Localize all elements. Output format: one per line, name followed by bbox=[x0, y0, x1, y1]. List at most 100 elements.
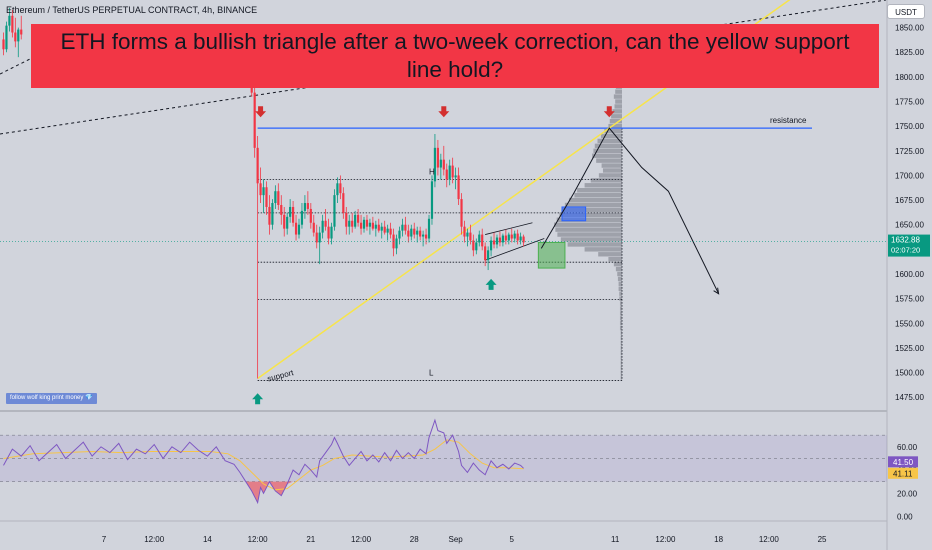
volume-profile-bar bbox=[612, 109, 622, 114]
candle-body bbox=[306, 203, 309, 209]
volume-profile-bar bbox=[609, 119, 622, 124]
candle-body bbox=[300, 210, 304, 225]
volume-profile-bar bbox=[564, 202, 622, 208]
candle-body bbox=[489, 240, 493, 251]
price-tick-label: 1800.00 bbox=[895, 73, 924, 82]
price-tick-label: 1575.00 bbox=[895, 295, 924, 304]
volume-profile-bar bbox=[593, 148, 622, 153]
rsi-ma-tag bbox=[888, 467, 918, 479]
candle-body bbox=[297, 224, 301, 235]
signature-badge: follow wolf king print money 💎 bbox=[6, 393, 97, 404]
candle-body bbox=[416, 230, 419, 235]
candle-body bbox=[419, 230, 422, 237]
price-tick-label: 1500.00 bbox=[895, 369, 924, 378]
candle-body bbox=[5, 25, 8, 50]
volume-profile-bar bbox=[620, 335, 622, 341]
candle-body bbox=[342, 193, 345, 213]
down-arrow-marker bbox=[438, 106, 450, 118]
candle-body bbox=[17, 29, 20, 42]
volume-profile-bar bbox=[562, 207, 622, 213]
bar-countdown: 02:07:20 bbox=[891, 246, 920, 255]
candle-body bbox=[362, 219, 366, 229]
volume-profile-bar bbox=[615, 89, 622, 94]
price-tick-label: 1700.00 bbox=[895, 171, 924, 180]
candle-body bbox=[407, 230, 410, 237]
candle-body bbox=[454, 175, 457, 178]
volume-profile-bar bbox=[567, 242, 622, 247]
candle-body bbox=[303, 203, 307, 211]
candle-body bbox=[368, 222, 372, 227]
rsi-tick-label: 60.00 bbox=[897, 443, 918, 452]
candle-body bbox=[519, 236, 522, 241]
candle-body bbox=[430, 181, 434, 219]
price-tick-label: 1550.00 bbox=[895, 319, 924, 328]
volume-profile-bar bbox=[620, 365, 622, 370]
candle-body bbox=[442, 159, 445, 170]
candle-body bbox=[522, 236, 525, 243]
price-tick-label: 1475.00 bbox=[895, 393, 924, 402]
candle-body bbox=[359, 222, 363, 229]
currency-button[interactable]: USDT bbox=[887, 4, 925, 19]
candle-body bbox=[268, 206, 271, 225]
rsi-oversold-fill bbox=[233, 481, 299, 503]
time-tick-label: 5 bbox=[510, 535, 515, 544]
prior-trendline bbox=[0, 0, 887, 135]
candle-body bbox=[262, 187, 265, 196]
rsi-tick-label: 20.00 bbox=[897, 489, 918, 498]
triangle-lower-line bbox=[485, 238, 545, 261]
candle-body bbox=[291, 206, 295, 223]
candle-body bbox=[253, 92, 256, 148]
candle-body bbox=[510, 234, 513, 239]
volume-profile-bar bbox=[592, 153, 622, 158]
volume-profile-bar bbox=[615, 99, 622, 104]
candle-body bbox=[259, 183, 262, 196]
time-tick-label: 11 bbox=[611, 535, 620, 544]
time-tick-label: Sep bbox=[448, 535, 463, 544]
candle-body bbox=[507, 234, 510, 241]
candle-body bbox=[348, 220, 351, 227]
candle-body bbox=[280, 205, 283, 215]
up-arrow-marker bbox=[485, 278, 497, 290]
time-tick-label: 12:00 bbox=[759, 535, 780, 544]
rsi-tick-label: 0.00 bbox=[897, 513, 913, 522]
candle-body bbox=[487, 250, 490, 261]
candle-body bbox=[374, 224, 377, 229]
volume-profile-bar bbox=[602, 168, 622, 173]
volume-profile-bar bbox=[608, 123, 622, 129]
volume-profile-bar bbox=[557, 232, 622, 237]
candle-body bbox=[294, 222, 298, 235]
candle-body bbox=[436, 147, 439, 168]
candle-body bbox=[495, 237, 499, 245]
volume-profile-bar bbox=[619, 321, 622, 326]
candle-body bbox=[354, 214, 357, 227]
time-tick-label: 7 bbox=[102, 535, 107, 544]
candle-body bbox=[401, 224, 404, 231]
time-tick-label: 12:00 bbox=[144, 535, 165, 544]
pattern-annotation-l: L bbox=[429, 369, 434, 378]
volume-profile-bar bbox=[620, 355, 622, 360]
candle-body bbox=[2, 39, 5, 50]
volume-profile-bar bbox=[620, 345, 622, 351]
candle-body bbox=[357, 214, 360, 223]
target-zone bbox=[561, 206, 587, 222]
volume-profile-bar bbox=[604, 128, 622, 134]
last-price-value: 1632.88 bbox=[891, 236, 920, 245]
price-tick-label: 1725.00 bbox=[895, 147, 924, 156]
price-tick-label: 1775.00 bbox=[895, 98, 924, 107]
time-tick-label: 12:00 bbox=[351, 535, 372, 544]
up-arrow-marker bbox=[252, 393, 264, 405]
candle-body bbox=[321, 220, 324, 233]
candle-body bbox=[11, 15, 14, 33]
time-tick-label: 14 bbox=[203, 535, 212, 544]
volume-profile-bar bbox=[556, 217, 622, 222]
candle-body bbox=[318, 232, 321, 243]
candle-body bbox=[424, 234, 428, 239]
volume-profile-bar bbox=[601, 163, 622, 168]
price-tick-label: 1675.00 bbox=[895, 196, 924, 205]
rsi-value-label: 41.50 bbox=[893, 458, 914, 467]
candle-body bbox=[277, 191, 280, 205]
candle-body bbox=[315, 232, 318, 243]
candle-body bbox=[504, 235, 507, 241]
